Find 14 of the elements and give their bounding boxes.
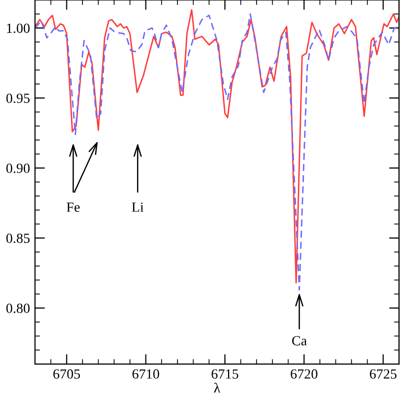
y-tick-label: 0.85	[6, 234, 30, 244]
y-tick-label: 1.00	[7, 24, 30, 34]
x-tick-label: 6710	[132, 369, 160, 379]
x-axis-title: λ	[214, 382, 220, 393]
y-tick-label: 0.80	[6, 304, 30, 314]
annotation: Fe	[66, 202, 80, 212]
x-tick-label: 6715	[212, 369, 238, 379]
x-tick-label: 6705	[53, 369, 80, 379]
annotation: Ca	[292, 336, 307, 346]
x-tick-label: 6725	[370, 369, 397, 379]
x-tick-label: 6720	[290, 369, 318, 379]
annotation: Li	[132, 202, 144, 212]
y-tick-label: 0.95	[6, 94, 30, 104]
y-tick-label: 0.90	[6, 164, 30, 174]
